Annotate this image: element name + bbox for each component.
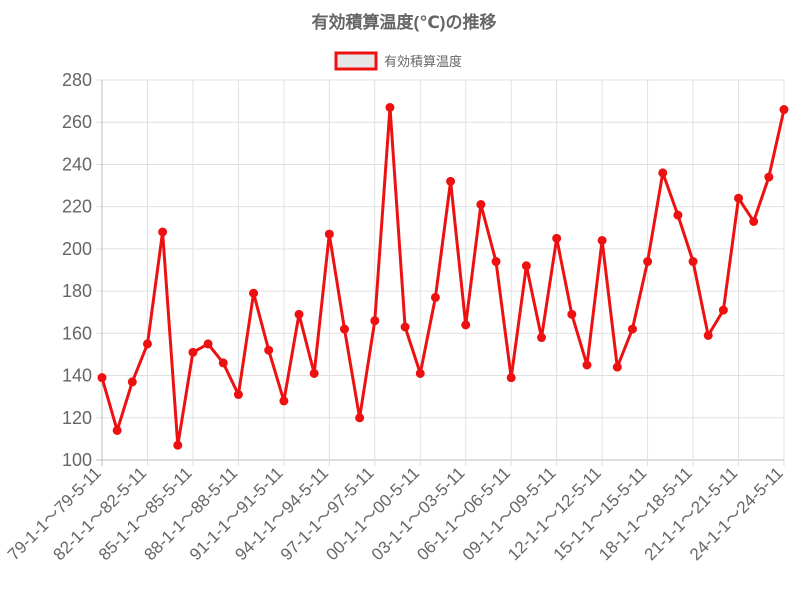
data-point	[764, 172, 774, 182]
data-point	[597, 235, 607, 245]
data-point	[188, 347, 198, 357]
data-point	[173, 440, 183, 450]
data-point	[446, 176, 456, 186]
y-tick-label: 160	[62, 323, 92, 343]
data-point	[309, 368, 319, 378]
data-point	[249, 288, 259, 298]
y-tick-label: 280	[62, 70, 92, 90]
y-tick-label: 220	[62, 197, 92, 217]
data-point	[203, 339, 213, 349]
data-point	[324, 229, 334, 239]
legend-swatch	[334, 51, 378, 71]
data-point	[142, 339, 152, 349]
tick-layer: 10012014016018020022024026028079-1-1～79-…	[4, 70, 787, 564]
y-tick-label: 140	[62, 366, 92, 386]
y-tick-label: 260	[62, 112, 92, 132]
data-point	[567, 309, 577, 319]
data-point	[112, 425, 122, 435]
data-point	[688, 257, 698, 267]
y-tick-label: 240	[62, 154, 92, 174]
series-line	[100, 105, 786, 447]
grid-layer	[96, 79, 785, 466]
data-point	[385, 102, 395, 112]
data-point	[264, 345, 274, 355]
series-layer	[97, 102, 789, 450]
y-tick-label: 200	[62, 239, 92, 259]
data-point	[643, 257, 653, 267]
data-point	[506, 373, 516, 383]
data-point	[461, 320, 471, 330]
legend-label: 有効積算温度	[384, 54, 462, 69]
data-point	[370, 316, 380, 326]
data-point	[233, 390, 243, 400]
y-tick-label: 100	[62, 450, 92, 470]
data-point	[476, 200, 486, 210]
data-point	[97, 373, 107, 383]
data-point	[537, 333, 547, 343]
data-point	[673, 210, 683, 220]
data-point	[218, 358, 228, 368]
data-point	[627, 324, 637, 334]
data-point	[582, 360, 592, 370]
data-point	[658, 168, 668, 178]
data-point	[158, 227, 168, 237]
data-point	[415, 368, 425, 378]
data-point	[339, 324, 349, 334]
data-point	[400, 322, 410, 332]
y-tick-label: 180	[62, 281, 92, 301]
data-point	[430, 292, 440, 302]
data-point	[127, 377, 137, 387]
data-point	[294, 309, 304, 319]
data-point	[749, 216, 759, 226]
data-point	[279, 396, 289, 406]
data-point	[612, 362, 622, 372]
legend: 有効積算温度	[334, 51, 462, 71]
data-point	[779, 105, 789, 115]
data-point	[734, 193, 744, 203]
data-point	[355, 413, 365, 423]
data-point	[718, 305, 728, 315]
chart-title: 有効積算温度(℃)の推移	[312, 12, 497, 32]
data-point	[703, 330, 713, 340]
y-tick-label: 120	[62, 408, 92, 428]
data-point	[491, 257, 501, 267]
data-point	[552, 233, 562, 243]
data-point	[521, 261, 531, 271]
